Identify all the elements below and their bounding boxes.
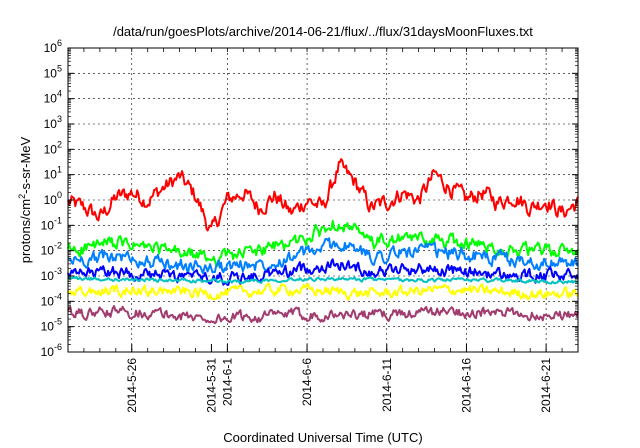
y-tick-label-base: 10 — [41, 218, 55, 232]
series-group — [67, 158, 579, 325]
y-tick-label-exp: 4 — [57, 89, 62, 99]
series-line-5 — [67, 275, 579, 285]
y-tick-label-base: 10 — [41, 320, 55, 334]
y-tick-label-base: 10 — [44, 92, 58, 106]
y-tick-label: 102 — [44, 139, 62, 156]
y-tick-labels: 10-610-510-410-310-210-11001011021031041… — [41, 38, 62, 359]
y-tick-label-exp: -4 — [54, 291, 62, 301]
x-tick-label: 2014-6-1 — [220, 358, 234, 406]
series-line-4 — [67, 258, 579, 286]
x-axis-title: Coordinated Universal Time (UTC) — [223, 430, 422, 445]
y-tick-label: 10-2 — [41, 241, 62, 258]
x-tick-label: 2014-6-16 — [459, 358, 473, 413]
ticks — [67, 47, 579, 353]
y-axis-title: protons/cm2-s-sr-MeV — [17, 136, 33, 263]
y-tick-label-exp: 3 — [57, 114, 62, 124]
y-tick-label: 106 — [44, 38, 62, 55]
y-axis-title-prefix: protons/cm — [18, 199, 33, 263]
grid — [68, 48, 578, 352]
series-line-3 — [67, 237, 579, 275]
chart-title: /data/run/goesPlots/archive/2014-06-21/f… — [113, 24, 533, 39]
y-tick-label-exp: -3 — [54, 266, 62, 276]
y-tick-label-exp: 6 — [57, 38, 62, 48]
y-tick-label-base: 10 — [44, 142, 58, 156]
x-tick-label: 2014-5-31 — [204, 358, 218, 413]
y-tick-label: 101 — [44, 165, 62, 182]
y-axis-title-suffix: -s-sr-MeV — [18, 136, 33, 193]
y-tick-label: 100 — [44, 190, 62, 207]
y-tick-label-base: 10 — [44, 66, 58, 80]
y-tick-label-exp: -6 — [54, 342, 62, 352]
y-tick-label: 10-1 — [41, 215, 62, 232]
y-axis-title-sup: 2 — [17, 194, 27, 199]
series-line-7 — [67, 305, 579, 325]
y-tick-label-base: 10 — [44, 41, 58, 55]
y-tick-label: 10-5 — [41, 317, 62, 334]
y-tick-label-base: 10 — [44, 193, 58, 207]
y-tick-label-exp: -1 — [54, 215, 62, 225]
y-tick-label-exp: 5 — [57, 63, 62, 73]
x-tick-label: 2014-6-21 — [539, 358, 553, 413]
y-tick-label-base: 10 — [44, 168, 58, 182]
y-tick-label-base: 10 — [41, 345, 55, 359]
y-tick-label-exp: 1 — [57, 165, 62, 175]
series-line-6 — [67, 282, 579, 301]
y-tick-label: 103 — [44, 114, 62, 131]
x-tick-labels: 2014-5-26 2014-5-31 2014-6-1 2014-6-6 2014-6… — [125, 358, 553, 413]
y-tick-label: 10-3 — [41, 266, 62, 283]
y-tick-label-exp: -2 — [54, 241, 62, 251]
y-tick-label-exp: -5 — [54, 317, 62, 327]
y-tick-label-base: 10 — [44, 117, 58, 131]
y-tick-label: 10-6 — [41, 342, 62, 359]
series-line-1 — [67, 158, 579, 232]
y-tick-label-exp: 2 — [57, 139, 62, 149]
x-tick-label: 2014-6-11 — [380, 358, 394, 412]
y-tick-label: 10-4 — [41, 291, 62, 308]
series-line-2 — [67, 219, 579, 267]
y-tick-label-base: 10 — [41, 294, 55, 308]
x-tick-label: 2014-5-26 — [125, 358, 139, 413]
x-tick-label: 2014-6-6 — [300, 358, 314, 406]
y-tick-label: 105 — [44, 63, 62, 80]
y-tick-label-base: 10 — [41, 269, 55, 283]
y-tick-label-base: 10 — [41, 244, 55, 258]
y-tick-label: 104 — [44, 89, 62, 106]
y-tick-label-exp: 0 — [57, 190, 62, 200]
